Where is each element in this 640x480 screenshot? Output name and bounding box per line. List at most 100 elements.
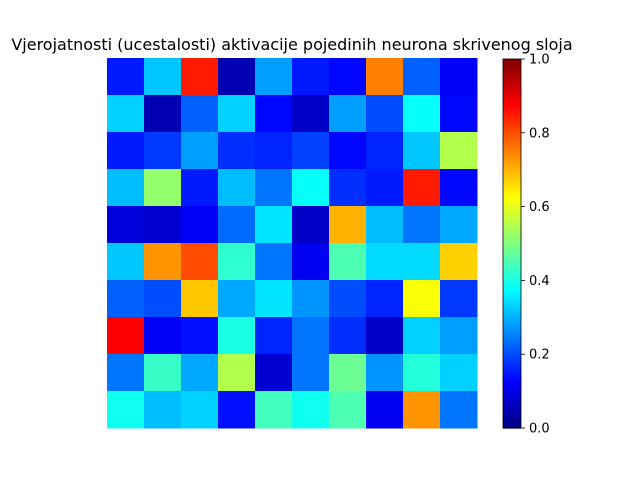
heatmap-cell <box>144 95 182 133</box>
heatmap-cell <box>329 169 367 207</box>
colorbar-segment <box>503 197 521 202</box>
colorbar-segment <box>503 166 521 171</box>
colorbar-segment <box>503 317 521 321</box>
heatmap-cell <box>440 169 478 207</box>
colorbar-segment <box>503 283 521 288</box>
heatmap-cell <box>403 206 441 244</box>
heatmap-cell <box>366 354 404 392</box>
colorbar-segment <box>503 326 521 331</box>
colorbar-segment <box>503 375 521 380</box>
colorbar-segment <box>503 105 521 109</box>
colorbar-segment <box>503 348 521 352</box>
colorbar-segment <box>503 231 521 235</box>
colorbar-segment <box>503 92 521 97</box>
colorbar-segment <box>503 80 521 85</box>
heatmap-cell <box>440 391 478 429</box>
colorbar-segment <box>503 135 521 140</box>
colorbar-segment <box>503 274 521 278</box>
heatmap-cell <box>144 280 182 318</box>
heatmap-cell <box>144 354 182 392</box>
colorbar-segment <box>503 237 521 242</box>
heatmap-cell <box>366 169 404 207</box>
colorbar-segment <box>503 225 521 229</box>
heatmap-cell <box>329 280 367 318</box>
colorbar-tick-label: 0.4 <box>529 274 550 289</box>
colorbar-segment <box>503 126 521 131</box>
heatmap-cell <box>181 169 219 207</box>
heatmap-cell <box>329 206 367 244</box>
heatmap-cell <box>107 58 145 96</box>
heatmap-cell <box>218 317 256 355</box>
colorbar-segment <box>503 323 521 328</box>
heatmap-cell <box>107 169 145 207</box>
colorbar-segment <box>503 406 521 411</box>
heatmap-cell <box>403 169 441 207</box>
colorbar-segment <box>503 86 521 91</box>
chart-title: Vjerojatnosti (ucestalosti) aktivacije p… <box>11 35 572 54</box>
heatmap-cell <box>255 132 293 170</box>
colorbar-segment <box>503 62 521 66</box>
heatmap-cell <box>218 354 256 392</box>
colorbar-segment <box>503 68 521 72</box>
colorbar-segment <box>503 344 521 349</box>
colorbar-segment <box>503 123 521 128</box>
colorbar-segment <box>503 415 521 420</box>
heatmap-cell <box>366 391 404 429</box>
heatmap-cell <box>181 280 219 318</box>
heatmap-cell <box>255 58 293 96</box>
colorbar-tick-label: 0.0 <box>529 422 550 437</box>
heatmap-cell <box>329 95 367 133</box>
heatmap-cell <box>181 132 219 170</box>
colorbar-segment <box>503 200 521 205</box>
colorbar-segment <box>503 178 521 183</box>
colorbar-segment <box>503 65 521 69</box>
heatmap-cell <box>255 206 293 244</box>
colorbar-segment <box>503 188 521 192</box>
heatmap-cell <box>292 280 330 318</box>
heatmap-cell <box>218 95 256 133</box>
colorbar-segment <box>503 280 521 285</box>
heatmap-cell <box>255 391 293 429</box>
colorbar-segment <box>503 151 521 155</box>
heatmap-cell <box>440 354 478 392</box>
colorbar-segment <box>503 424 521 429</box>
colorbar-segment <box>503 215 521 220</box>
colorbar-segment <box>503 182 521 186</box>
colorbar-segment <box>503 175 521 180</box>
colorbar-segment <box>503 409 521 414</box>
colorbar-segment <box>503 372 521 377</box>
heatmap-cell <box>292 95 330 133</box>
heatmap-cell <box>329 243 367 281</box>
colorbar-segment <box>503 418 521 423</box>
colorbar-segment <box>503 71 521 75</box>
heatmap-cell <box>107 354 145 392</box>
colorbar-segment <box>503 240 521 245</box>
colorbar-segment <box>503 394 521 398</box>
colorbar-segment <box>503 154 521 158</box>
colorbar-segment <box>503 145 521 149</box>
colorbar-segment <box>503 341 521 346</box>
heatmap-cell <box>255 95 293 133</box>
colorbar-segment <box>503 243 521 248</box>
heatmap-cell <box>366 317 404 355</box>
heatmap-cell <box>403 95 441 133</box>
colorbar-segment <box>503 172 521 177</box>
colorbar-tick-label: 0.2 <box>529 348 550 363</box>
heatmap-cell <box>292 243 330 281</box>
heatmap-cell <box>218 58 256 96</box>
colorbar: 0.0 0.2 0.4 0.6 0.8 1.0 <box>502 53 550 437</box>
colorbar-segment <box>503 363 521 368</box>
colorbar-segment <box>503 338 521 343</box>
colorbar-segment <box>503 320 521 325</box>
heatmap-cell <box>329 354 367 392</box>
heatmap-cell <box>366 58 404 96</box>
colorbar-segment <box>503 249 521 254</box>
heatmap-cell <box>440 317 478 355</box>
colorbar-segment <box>503 403 521 408</box>
colorbar-segment <box>503 59 521 63</box>
heatmap-cell <box>181 391 219 429</box>
heatmap-cell <box>403 354 441 392</box>
heatmap-cell <box>107 132 145 170</box>
colorbar-segment <box>503 384 521 389</box>
colorbar-segment <box>503 221 521 226</box>
